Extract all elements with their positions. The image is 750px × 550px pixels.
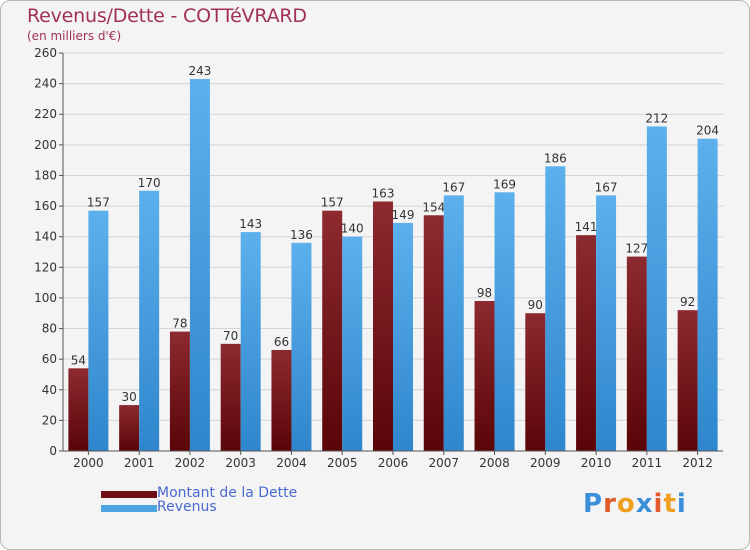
dette-value-label: 157 — [321, 196, 344, 210]
dette-bar — [677, 310, 698, 451]
y-axis: 0 20 40 60 80 100 120 140 160 180 200 220 240 260 — [34, 46, 64, 458]
y-tick-label: 220 — [34, 107, 57, 121]
x-tick-label: 2004 — [276, 456, 307, 470]
logo-letter: t — [663, 489, 677, 519]
y-tick-label: 140 — [34, 230, 57, 244]
legend-swatch-dette — [101, 491, 157, 498]
y-tick-label: 100 — [34, 291, 57, 305]
dette-bar — [373, 201, 393, 451]
revenus-bar — [393, 222, 413, 451]
x-tick-label: 2007 — [428, 456, 459, 470]
x-tick-label: 2005 — [327, 456, 358, 470]
revenus-value-label: 186 — [544, 151, 567, 165]
revenus-value-label: 167 — [595, 180, 618, 194]
logo-letter: P — [583, 489, 604, 519]
revenus-value-label: 212 — [645, 111, 668, 125]
dette-bar — [322, 210, 343, 451]
y-tick-label: 260 — [34, 46, 57, 60]
dette-value-label: 78 — [172, 317, 187, 331]
dette-value-label: 92 — [680, 295, 695, 309]
revenus-value-label: 149 — [392, 208, 415, 222]
revenus-bar — [291, 242, 312, 451]
bars: 54 157 30 170 78 243 70 143 66 136 157 140 163 149 154… — [68, 64, 719, 452]
revenus-value-label: 169 — [493, 177, 516, 191]
proxiti-logo: Proxiti — [583, 489, 687, 519]
dette-bar — [474, 300, 495, 451]
dette-value-label: 70 — [223, 329, 238, 343]
revenus-bar — [240, 232, 261, 451]
y-tick-label: 120 — [34, 260, 57, 274]
dette-bar — [271, 349, 292, 451]
x-tick-label: 2006 — [378, 456, 409, 470]
revenus-bar — [443, 195, 464, 451]
revenus-bar — [494, 192, 515, 452]
legend-swatch-revenus — [101, 505, 157, 512]
revenus-value-label: 170 — [138, 176, 161, 190]
logo-letter: o — [616, 489, 636, 519]
x-axis: 2000 2001 2002 2003 2004 2005 2006 2007 2008 2009… — [63, 450, 723, 470]
x-tick-label: 2000 — [73, 456, 104, 470]
revenus-bar — [646, 126, 667, 451]
dette-value-label: 163 — [372, 186, 395, 200]
y-tick-label: 240 — [34, 77, 57, 91]
dette-bar — [220, 343, 241, 451]
dette-value-label: 98 — [477, 286, 492, 300]
logo-letter: x — [635, 489, 654, 519]
revenus-bar — [697, 138, 718, 451]
revenus-bar — [139, 190, 160, 451]
x-tick-label: 2009 — [530, 456, 561, 470]
dette-bar — [423, 215, 444, 451]
revenus-value-label: 140 — [341, 222, 364, 236]
logo-letter: r — [603, 489, 617, 519]
dette-bar — [119, 405, 140, 451]
logo-letter: i — [653, 489, 664, 519]
y-tick-label: 20 — [42, 413, 57, 427]
x-tick-label: 2010 — [581, 456, 612, 470]
y-tick-label: 0 — [49, 444, 57, 458]
dette-value-label: 90 — [528, 298, 543, 312]
legend-label-revenus: Revenus — [157, 499, 217, 515]
dette-value-label: 141 — [575, 220, 598, 234]
y-tick-label: 200 — [34, 138, 57, 152]
dette-value-label: 30 — [122, 390, 137, 404]
logo-letter: i — [676, 489, 687, 519]
x-tick-label: 2001 — [124, 456, 155, 470]
revenus-bar — [342, 236, 363, 451]
y-tick-label: 60 — [42, 352, 57, 366]
x-tick-label: 2002 — [175, 456, 206, 470]
revenus-bar — [88, 210, 109, 451]
dette-value-label: 66 — [274, 335, 289, 349]
revenus-value-label: 157 — [87, 196, 110, 210]
y-tick-label: 40 — [42, 383, 57, 397]
x-tick-label: 2008 — [479, 456, 510, 470]
revenus-bar — [596, 195, 617, 451]
revenus-value-label: 204 — [696, 124, 719, 138]
revenus-bar — [189, 79, 210, 452]
y-tick-label: 160 — [34, 199, 57, 213]
chart-title: Revenus/Dette - COTTéVRARD — [27, 5, 307, 27]
dette-bar — [576, 235, 597, 451]
dette-value-label: 54 — [71, 353, 86, 367]
chart-subtitle: (en milliers d'€) — [27, 29, 122, 43]
dette-bar — [169, 331, 190, 451]
revenus-value-label: 136 — [290, 228, 313, 242]
dette-value-label: 154 — [422, 200, 445, 214]
revenus-value-label: 167 — [442, 180, 465, 194]
x-tick-label: 2012 — [682, 456, 713, 470]
x-tick-label: 2003 — [225, 456, 256, 470]
y-tick-label: 80 — [42, 322, 57, 336]
dette-value-label: 127 — [625, 242, 648, 256]
dette-bar — [626, 256, 647, 451]
revenus-bar — [545, 166, 566, 451]
dette-bar — [525, 313, 546, 451]
revenus-value-label: 143 — [239, 217, 262, 231]
x-tick-label: 2011 — [632, 456, 663, 470]
legend-label-dette: Montant de la Dette — [157, 485, 298, 501]
y-tick-label: 180 — [34, 168, 57, 182]
revenus-value-label: 243 — [188, 64, 211, 78]
dette-bar — [68, 368, 89, 451]
